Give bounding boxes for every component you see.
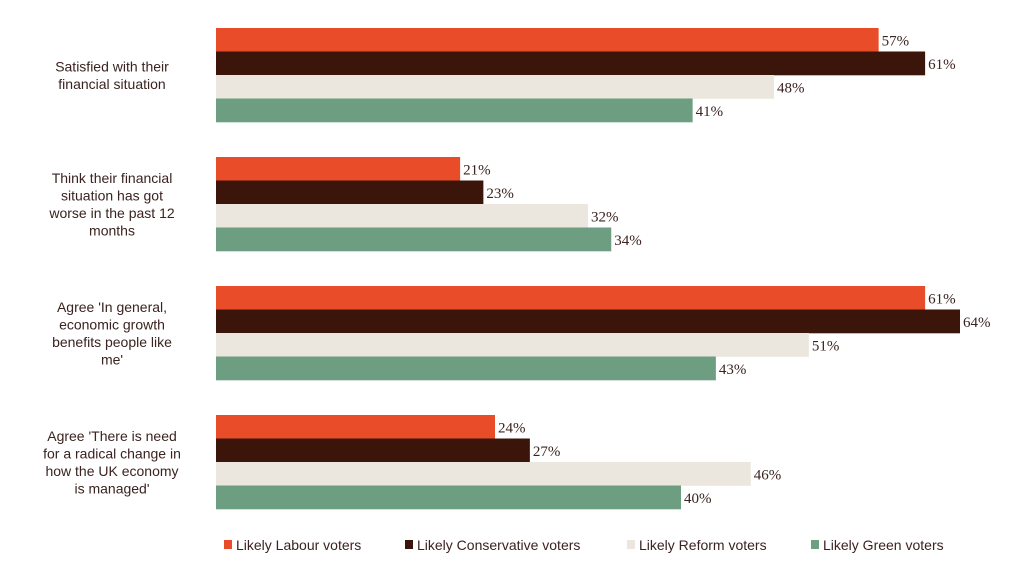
data-label: 34% — [614, 233, 642, 249]
data-label: 23% — [486, 186, 514, 202]
category-label: Satisfied with their — [55, 58, 169, 74]
bar — [216, 485, 681, 510]
data-label: 21% — [463, 162, 491, 178]
category-label: worse in the past 12 — [48, 205, 175, 221]
bar — [216, 75, 774, 99]
legend-swatch — [405, 540, 413, 549]
data-label: 24% — [498, 420, 526, 436]
category-label: for a radical change in — [43, 445, 181, 461]
category-label: Agree 'There is need — [47, 428, 177, 444]
data-label: 41% — [696, 104, 724, 120]
data-label: 32% — [591, 209, 619, 225]
bar — [216, 309, 960, 334]
data-label: 61% — [928, 57, 956, 73]
category-label: Think their financial — [52, 170, 173, 186]
category-label: how the UK economy — [45, 463, 178, 479]
bar — [216, 204, 588, 228]
legend-label: Likely Conservative voters — [417, 537, 580, 553]
category-label: months — [89, 222, 135, 238]
bar — [216, 98, 693, 123]
category-label: Agree 'In general, — [57, 299, 167, 315]
legend-swatch — [811, 540, 819, 549]
bar — [216, 438, 530, 463]
data-label: 43% — [719, 362, 747, 378]
data-label: 27% — [533, 444, 561, 460]
category-label: me' — [101, 351, 123, 367]
bar — [216, 356, 716, 381]
bar — [216, 462, 751, 486]
category-label: situation has got — [61, 187, 163, 203]
data-label: 48% — [777, 80, 805, 96]
data-label: 57% — [882, 33, 910, 49]
category-label: is managed' — [74, 480, 149, 496]
legend-swatch — [224, 540, 232, 549]
legend-label: Likely Green voters — [823, 537, 944, 553]
bar — [216, 415, 495, 439]
legend-label: Likely Labour voters — [236, 537, 361, 553]
category-label: economic growth — [59, 316, 165, 332]
bar — [216, 333, 809, 357]
bar — [216, 28, 879, 52]
bar — [216, 180, 484, 205]
bar — [216, 227, 612, 252]
category-label: benefits people like — [52, 334, 172, 350]
category-label: financial situation — [58, 76, 165, 92]
data-label: 64% — [963, 315, 991, 331]
legend-swatch — [627, 540, 635, 549]
bar — [216, 286, 926, 310]
legend-label: Likely Reform voters — [639, 537, 767, 553]
data-label: 61% — [928, 291, 956, 307]
data-label: 46% — [754, 467, 782, 483]
bar — [216, 51, 926, 76]
data-label: 51% — [812, 338, 840, 354]
data-label: 40% — [684, 491, 712, 507]
bar — [216, 157, 461, 181]
